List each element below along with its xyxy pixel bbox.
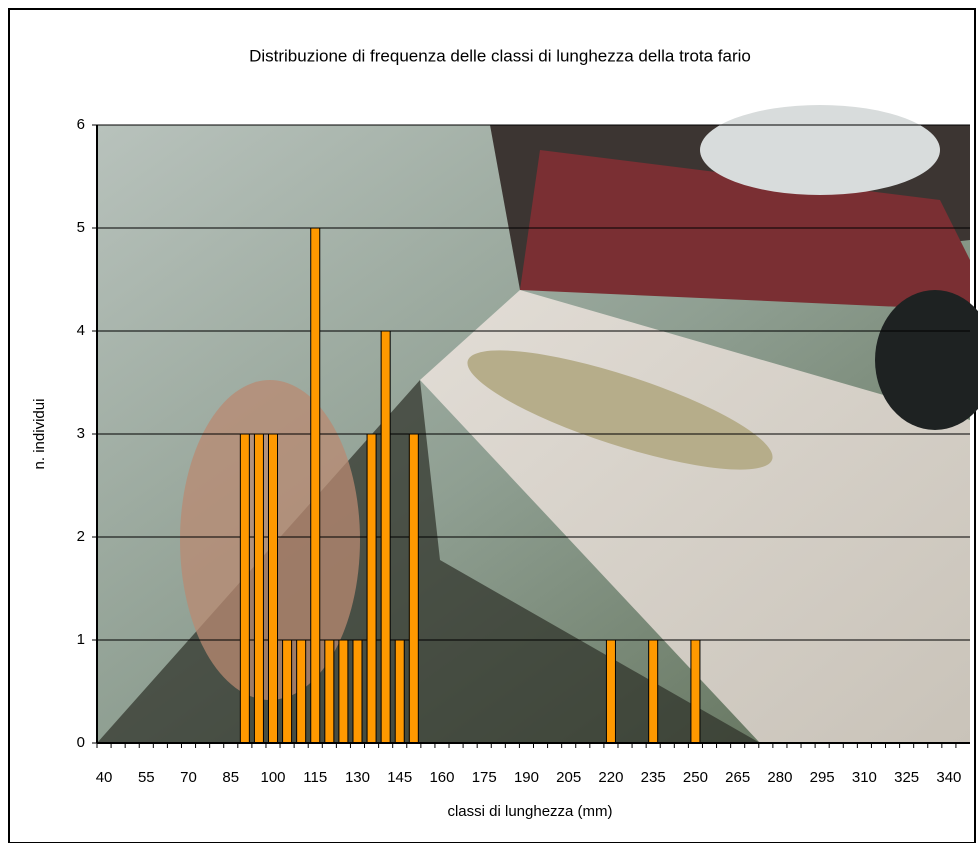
bar xyxy=(268,433,279,744)
bar xyxy=(324,639,335,744)
y-tick-label: 0 xyxy=(77,734,85,751)
x-tick-label: 100 xyxy=(260,769,285,786)
x-tick-label: 250 xyxy=(683,769,708,786)
bar xyxy=(253,433,264,744)
x-tick-label: 160 xyxy=(429,769,454,786)
x-tick-label: 145 xyxy=(387,769,412,786)
x-tick-label: 280 xyxy=(767,769,792,786)
y-tick-label: 6 xyxy=(77,116,85,133)
x-tick-label: 130 xyxy=(345,769,370,786)
y-axis-label: n. individui xyxy=(31,399,48,470)
x-tick-label: 310 xyxy=(852,769,877,786)
x-tick-label: 40 xyxy=(96,769,113,786)
bar xyxy=(648,639,659,744)
x-tick-label: 295 xyxy=(810,769,835,786)
x-tick-label: 55 xyxy=(138,769,155,786)
x-axis-label: classi di lunghezza (mm) xyxy=(447,803,612,820)
y-tick-label: 4 xyxy=(77,322,85,339)
bar xyxy=(296,639,307,744)
bar xyxy=(394,639,405,744)
x-tick-label: 115 xyxy=(303,769,327,786)
bar xyxy=(282,639,293,744)
y-tick-label: 5 xyxy=(77,219,85,236)
background-photo xyxy=(97,105,978,743)
x-tick-label: 220 xyxy=(598,769,623,786)
bar xyxy=(338,639,349,744)
y-tick-label: 3 xyxy=(77,425,85,442)
x-tick-label: 325 xyxy=(894,769,919,786)
bar xyxy=(380,330,391,744)
bar xyxy=(690,639,701,744)
x-tick-label: 70 xyxy=(180,769,197,786)
bar xyxy=(605,639,616,744)
chart-title: Distribuzione di frequenza delle classi … xyxy=(249,46,751,65)
x-tick-label: 340 xyxy=(936,769,961,786)
x-tick-label: 175 xyxy=(472,769,497,786)
bar xyxy=(408,433,419,744)
bar xyxy=(352,639,363,744)
bar xyxy=(366,433,377,744)
x-tick-label: 85 xyxy=(222,769,239,786)
bar xyxy=(239,433,250,744)
x-tick-label: 235 xyxy=(641,769,666,786)
y-tick-label: 1 xyxy=(77,631,85,648)
x-tick-label: 205 xyxy=(556,769,581,786)
y-tick-label: 2 xyxy=(77,528,85,545)
x-tick-label: 190 xyxy=(514,769,539,786)
bar xyxy=(310,227,321,744)
x-tick-label: 265 xyxy=(725,769,750,786)
